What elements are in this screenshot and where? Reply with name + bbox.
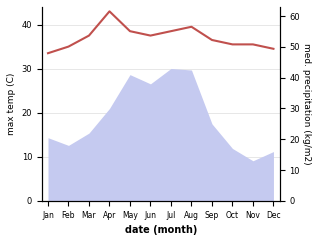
Y-axis label: med. precipitation (kg/m2): med. precipitation (kg/m2) [302,43,311,165]
Y-axis label: max temp (C): max temp (C) [7,73,16,135]
X-axis label: date (month): date (month) [125,225,197,235]
